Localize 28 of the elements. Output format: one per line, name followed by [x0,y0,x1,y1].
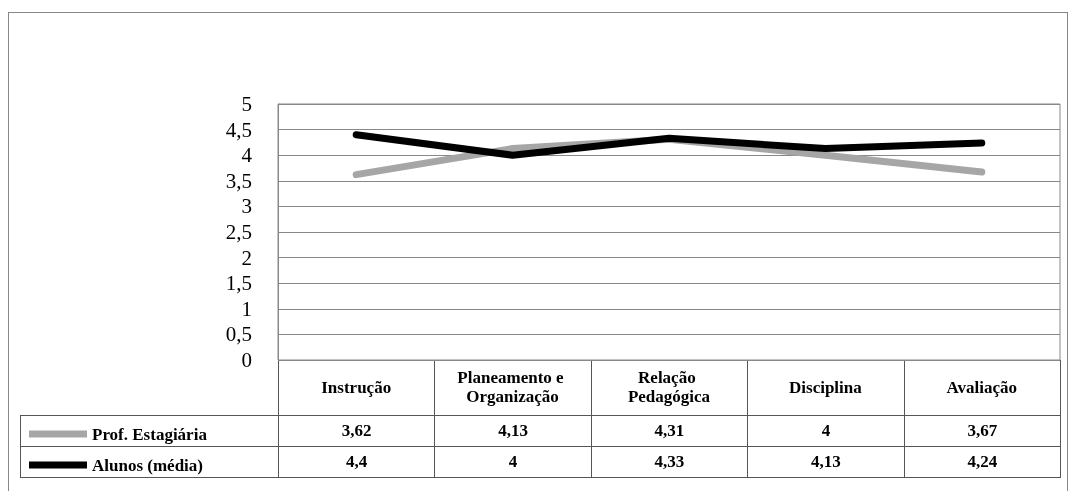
x-tick-label: Avaliação [946,377,1018,397]
y-tick-label: 3,5 [225,168,252,193]
x-tick-label: Disciplina [789,377,863,397]
x-tick-label: Instrução [321,377,392,397]
data-label: 4,24 [903,446,1061,478]
x-tick-label: Relação Pedagógica [627,368,711,406]
data-label: 4,31 [590,415,749,447]
y-tick-label: 2 [241,245,252,270]
y-tick-label: 4,5 [225,117,252,142]
y-tick-label: 5 [241,92,252,116]
legend-label: Prof. Estagiária [92,424,208,444]
data-label: 4,13 [434,415,592,447]
data-label: 3,62 [278,415,436,447]
y-tick-label: 2,5 [225,220,252,244]
data-label: 4,13 [747,446,905,478]
legend-label: Alunos (média) [92,455,203,475]
x-tick-label: Planeamento e Organização [457,368,568,406]
data-label: 4 [747,415,905,447]
y-tick-label: 4 [241,143,253,168]
y-tick-label: 1 [241,296,252,321]
y-tick-label: 1,5 [225,271,252,296]
data-label: 4 [434,446,592,478]
y-tick-label: 3 [241,194,252,219]
data-label: 4,33 [590,446,749,478]
y-tick-label: 0 [241,348,252,372]
data-label: 4,4 [278,446,436,478]
data-label: 3,67 [903,415,1061,447]
y-tick-label: 0,5 [225,322,252,347]
